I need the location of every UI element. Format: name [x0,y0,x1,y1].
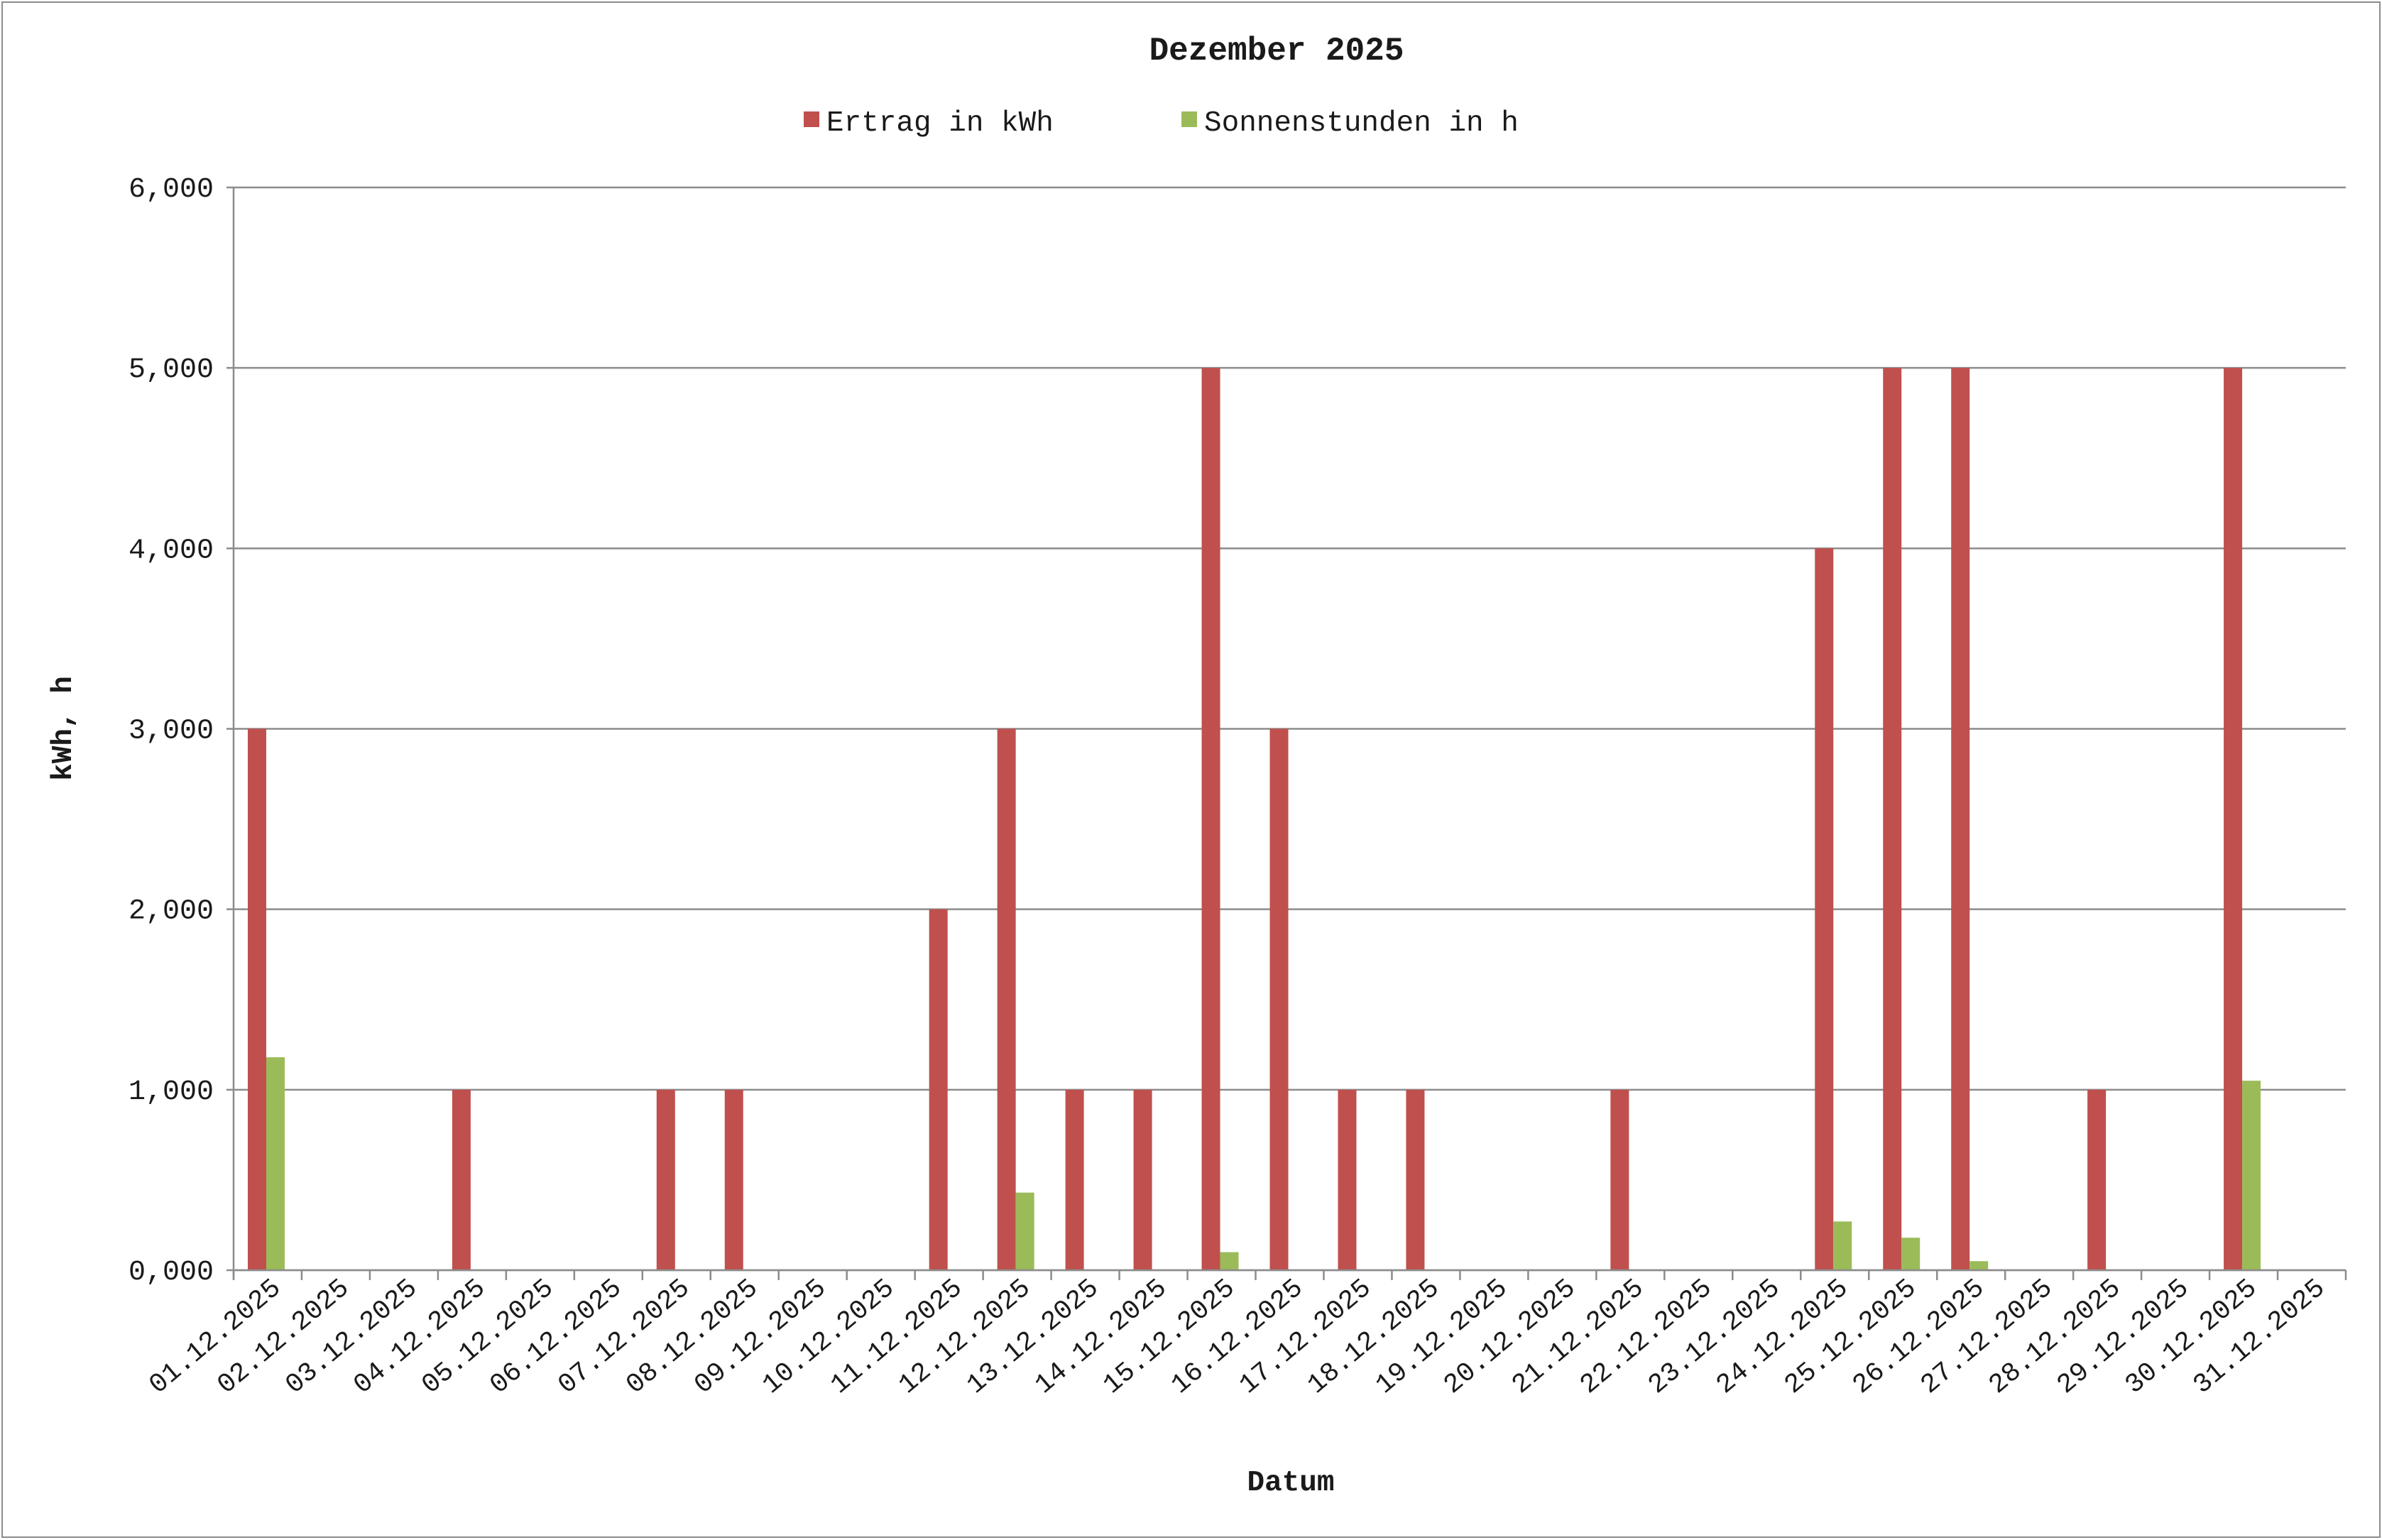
bar-ertrag [452,1089,471,1270]
bar-ertrag [1610,1089,1629,1270]
bar-ertrag [2087,1089,2107,1270]
bar-ertrag [1133,1089,1152,1270]
bar-chart: Dezember 2025 Ertrag in kWh Sonnenstunde… [48,33,2347,1500]
y-tick-label: 5,000 [129,354,214,386]
bar-sonnenstunden [1969,1261,1989,1270]
legend-label-ertrag: Ertrag in kWh [826,107,1054,140]
bar-sonnenstunden [2242,1081,2261,1270]
bar-ertrag [1269,728,1289,1270]
bar-ertrag [1338,1089,1357,1270]
bar-sonnenstunden [1220,1252,1239,1270]
bar-sonnenstunden [1015,1192,1034,1270]
bar-sonnenstunden [266,1057,285,1270]
x-axis-tick-labels: 01.12.202502.12.202503.12.202504.12.2025… [143,1273,2331,1401]
bar-ertrag [656,1089,675,1270]
bar-ertrag [1883,368,1902,1270]
bar-ertrag [1065,1089,1084,1270]
bar-ertrag [248,728,266,1270]
bar-ertrag [929,909,948,1270]
legend: Ertrag in kWh Sonnenstunden in h [804,107,1519,140]
y-tick-label: 6,000 [129,174,214,206]
y-tick-label: 2,000 [129,896,214,928]
bar-ertrag [1815,548,1834,1270]
bar-ertrag [1951,368,1970,1270]
bars [248,368,2261,1270]
legend-swatch-sonnenstunden [1181,111,1197,127]
x-axis [232,187,2347,1280]
bar-ertrag [1201,368,1220,1270]
bar-ertrag [2224,368,2243,1270]
y-tick-label: 0,000 [129,1257,214,1289]
chart-title: Dezember 2025 [1149,33,1404,70]
bar-sonnenstunden [1901,1238,1921,1270]
bar-ertrag [724,1089,743,1270]
y-tick-label: 4,000 [129,535,214,567]
legend-swatch-ertrag [804,111,819,127]
y-axis-ticks: 0,000 1,000 2,000 3,000 4,000 5,000 6,000 [129,174,214,1289]
bar-sonnenstunden [1833,1221,1852,1270]
legend-label-sonnenstunden: Sonnenstunden in h [1204,107,1519,140]
bar-ertrag [1406,1089,1425,1270]
bar-ertrag [997,728,1016,1270]
x-axis-title: Datum [1247,1467,1334,1500]
y-tick-label: 1,000 [129,1076,214,1108]
y-tick-label: 3,000 [129,716,214,748]
y-axis-title: kWh, h [48,676,80,781]
